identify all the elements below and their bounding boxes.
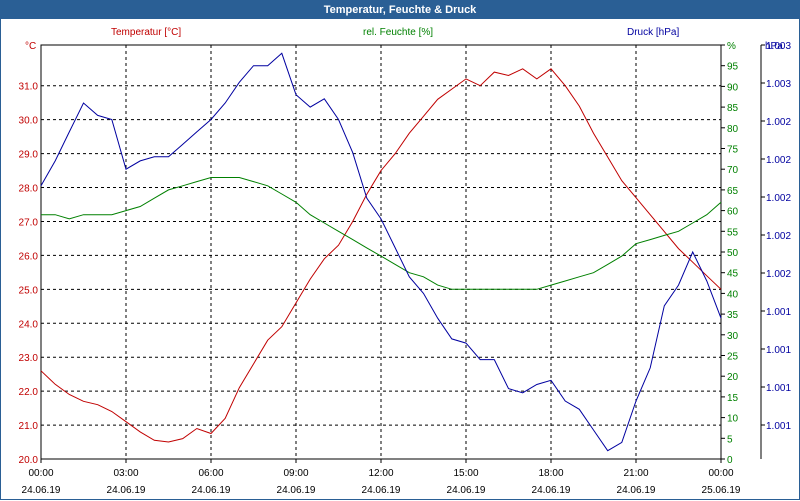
temperature-tick-label: 22.0 [19, 387, 39, 398]
x-tick-time-label: 00:00 [708, 468, 733, 479]
pressure-tick-label: 1.003 [766, 41, 791, 52]
humidity-tick-label: 25 [727, 352, 739, 363]
pressure-tick-label: 1.001 [766, 421, 791, 432]
temperature-tick-label: 28.0 [19, 184, 39, 195]
pressure-axis-title: Druck [hPa] [627, 27, 680, 38]
pressure-tick-label: 1.001 [766, 307, 791, 318]
temperature-tick-label: 20.0 [19, 455, 39, 466]
temperature-tick-label: 21.0 [19, 421, 39, 432]
x-tick-date-label: 24.06.19 [447, 485, 486, 496]
humidity-tick-label: 85 [727, 103, 739, 114]
humidity-tick-label: 15 [727, 393, 739, 404]
temperature-series-line [40, 68, 722, 443]
x-tick-date-label: 24.06.19 [22, 485, 61, 496]
pressure-unit-label: hPa [765, 41, 783, 52]
humidity-tick-label: 35 [727, 310, 739, 321]
temperature-tick-label: 25.0 [19, 285, 39, 296]
pressure-tick-label: 1.002 [766, 155, 791, 166]
x-tick-date-label: 24.06.19 [192, 485, 231, 496]
x-tick-time-label: 00:00 [28, 468, 53, 479]
x-tick-date-label: 24.06.19 [532, 485, 571, 496]
x-tick-date-label: 25.06.19 [702, 485, 741, 496]
humidity-axis-title: rel. Feuchte [%] [363, 27, 434, 38]
pressure-tick-label: 1.001 [766, 345, 791, 356]
pressure-tick-label: 1.002 [766, 231, 791, 242]
humidity-tick-label: 90 [727, 82, 739, 93]
humidity-tick-label: 45 [727, 269, 739, 280]
humidity-tick-label: 30 [727, 331, 739, 342]
temperature-tick-label: 31.0 [19, 82, 39, 93]
x-tick-date-label: 24.06.19 [362, 485, 401, 496]
x-tick-time-label: 12:00 [368, 468, 393, 479]
humidity-tick-label: 5 [727, 434, 733, 445]
pressure-tick-label: 1.003 [766, 79, 791, 90]
x-tick-time-label: 09:00 [283, 468, 308, 479]
humidity-tick-label: 20 [727, 372, 739, 383]
humidity-tick-label: 80 [727, 124, 739, 135]
pressure-series-line [40, 52, 722, 452]
x-tick-time-label: 15:00 [453, 468, 478, 479]
humidity-tick-label: 40 [727, 289, 739, 300]
temperature-unit-label: °C [25, 41, 37, 52]
x-tick-time-label: 06:00 [198, 468, 223, 479]
window-title: Temperatur, Feuchte & Druck [1, 1, 799, 19]
temperature-tick-label: 27.0 [19, 217, 39, 228]
x-tick-time-label: 21:00 [623, 468, 648, 479]
x-tick-time-label: 18:00 [538, 468, 563, 479]
x-tick-time-label: 03:00 [113, 468, 138, 479]
humidity-tick-label: % [727, 41, 736, 52]
temperature-tick-label: 24.0 [19, 319, 39, 330]
pressure-tick-label: 1.002 [766, 193, 791, 204]
humidity-tick-label: 95 [727, 62, 739, 73]
x-tick-date-label: 24.06.19 [277, 485, 316, 496]
humidity-tick-label: 10 [727, 414, 739, 425]
temperature-tick-label: 30.0 [19, 116, 39, 127]
temperature-tick-label: 26.0 [19, 251, 39, 262]
x-tick-date-label: 24.06.19 [107, 485, 146, 496]
pressure-tick-label: 1.002 [766, 269, 791, 280]
humidity-tick-label: 60 [727, 207, 739, 218]
temperature-tick-label: 29.0 [19, 150, 39, 161]
humidity-tick-label: 50 [727, 248, 739, 259]
humidity-tick-label: 0 [727, 455, 733, 466]
pressure-tick-label: 1.002 [766, 117, 791, 128]
x-tick-date-label: 24.06.19 [617, 485, 656, 496]
pressure-tick-label: 1.001 [766, 383, 791, 394]
humidity-tick-label: 75 [727, 145, 739, 156]
humidity-tick-label: 55 [727, 227, 739, 238]
humidity-tick-label: 70 [727, 165, 739, 176]
humidity-series-line [41, 177, 722, 290]
temperature-axis-title: Temperatur [°C] [111, 27, 182, 38]
temperature-tick-label: 23.0 [19, 353, 39, 364]
humidity-tick-label: 65 [727, 186, 739, 197]
